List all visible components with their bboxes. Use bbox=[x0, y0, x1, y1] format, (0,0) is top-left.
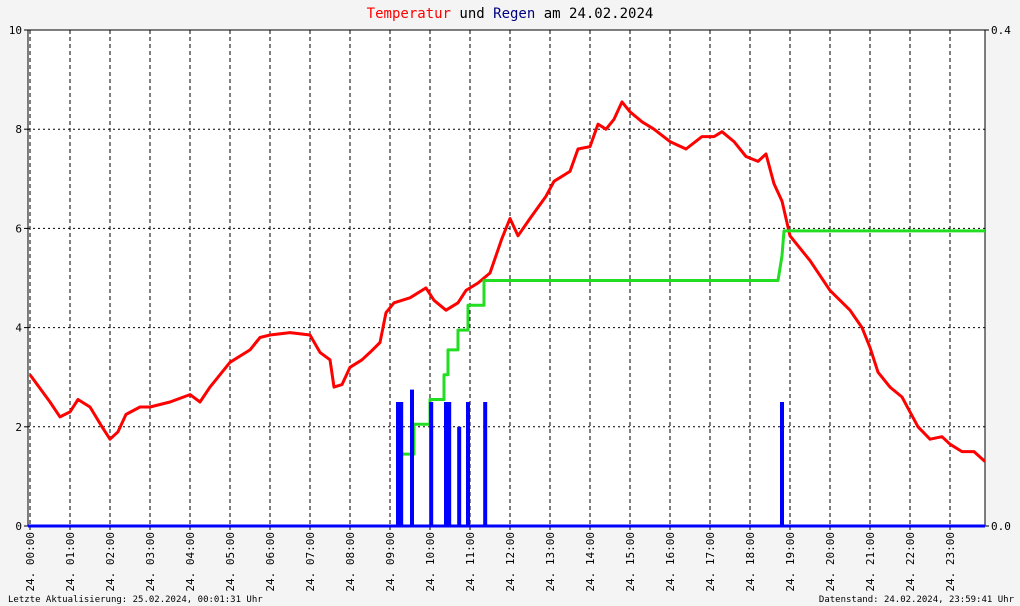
rain-bar bbox=[444, 402, 448, 526]
x-tick-label: 24. 15:00 bbox=[624, 532, 637, 592]
x-tick-label: 24. 06:00 bbox=[264, 532, 277, 592]
rain-bar bbox=[429, 402, 434, 526]
y-tick-label: 4 bbox=[15, 322, 22, 335]
x-tick-label: 24. 12:00 bbox=[504, 532, 517, 592]
footer-left: Letzte Aktualisierung: 25.02.2024, 00:01… bbox=[8, 595, 263, 605]
y-tick-label: 8 bbox=[15, 123, 22, 136]
rain-bar bbox=[399, 402, 404, 526]
x-tick-label: 24. 05:00 bbox=[224, 532, 237, 592]
x-tick-label: 24. 09:00 bbox=[384, 532, 397, 592]
y-tick-label: 2 bbox=[15, 421, 22, 434]
title-part: am 24.02.2024 bbox=[544, 6, 654, 22]
y2-tick-label: 0.4 bbox=[991, 24, 1011, 37]
x-tick-label: 24. 16:00 bbox=[664, 532, 677, 592]
y-tick-label: 10 bbox=[9, 24, 22, 37]
title-part: Regen bbox=[493, 6, 535, 22]
x-tick-label: 24. 14:00 bbox=[584, 532, 597, 592]
x-tick-label: 24. 10:00 bbox=[424, 532, 437, 592]
title-part: und bbox=[459, 6, 484, 22]
title-part: Temperatur bbox=[367, 6, 451, 22]
x-tick-label: 24. 18:00 bbox=[744, 532, 757, 592]
x-tick-label: 24. 00:00 bbox=[24, 532, 37, 592]
x-tick-label: 24. 01:00 bbox=[64, 532, 77, 592]
series-line bbox=[28, 100, 987, 463]
x-tick-label: 24. 23:00 bbox=[944, 532, 957, 592]
y2-tick-label: 0.0 bbox=[991, 520, 1011, 533]
rain-bar bbox=[410, 389, 414, 526]
x-tick-label: 24. 21:00 bbox=[864, 532, 877, 592]
x-tick-label: 24. 04:00 bbox=[184, 532, 197, 592]
x-tick-label: 24. 03:00 bbox=[144, 532, 157, 592]
rain-bar bbox=[457, 426, 462, 526]
chart-title: Temperatur und Regen am 24.02.2024 bbox=[367, 6, 654, 22]
x-tick-label: 24. 17:00 bbox=[704, 532, 717, 592]
plot-area bbox=[28, 30, 985, 526]
y-tick-label: 6 bbox=[15, 222, 22, 235]
rain-bar bbox=[447, 402, 452, 526]
x-tick-label: 24. 20:00 bbox=[824, 532, 837, 592]
rain-bar bbox=[396, 402, 400, 526]
x-tick-label: 24. 07:00 bbox=[304, 532, 317, 592]
x-tick-label: 24. 08:00 bbox=[344, 532, 357, 592]
rain-bar bbox=[466, 402, 470, 526]
x-tick-label: 24. 19:00 bbox=[784, 532, 797, 592]
x-tick-label: 24. 22:00 bbox=[904, 532, 917, 592]
x-tick-label: 24. 11:00 bbox=[464, 532, 477, 592]
footer-right: Datenstand: 24.02.2024, 23:59:41 Uhr bbox=[819, 595, 1015, 605]
rain-bar bbox=[780, 402, 784, 526]
y-tick-label: 0 bbox=[15, 520, 22, 533]
x-tick-label: 24. 02:00 bbox=[104, 532, 117, 592]
x-tick-label: 24. 13:00 bbox=[544, 532, 557, 592]
rain-bar bbox=[483, 402, 488, 526]
